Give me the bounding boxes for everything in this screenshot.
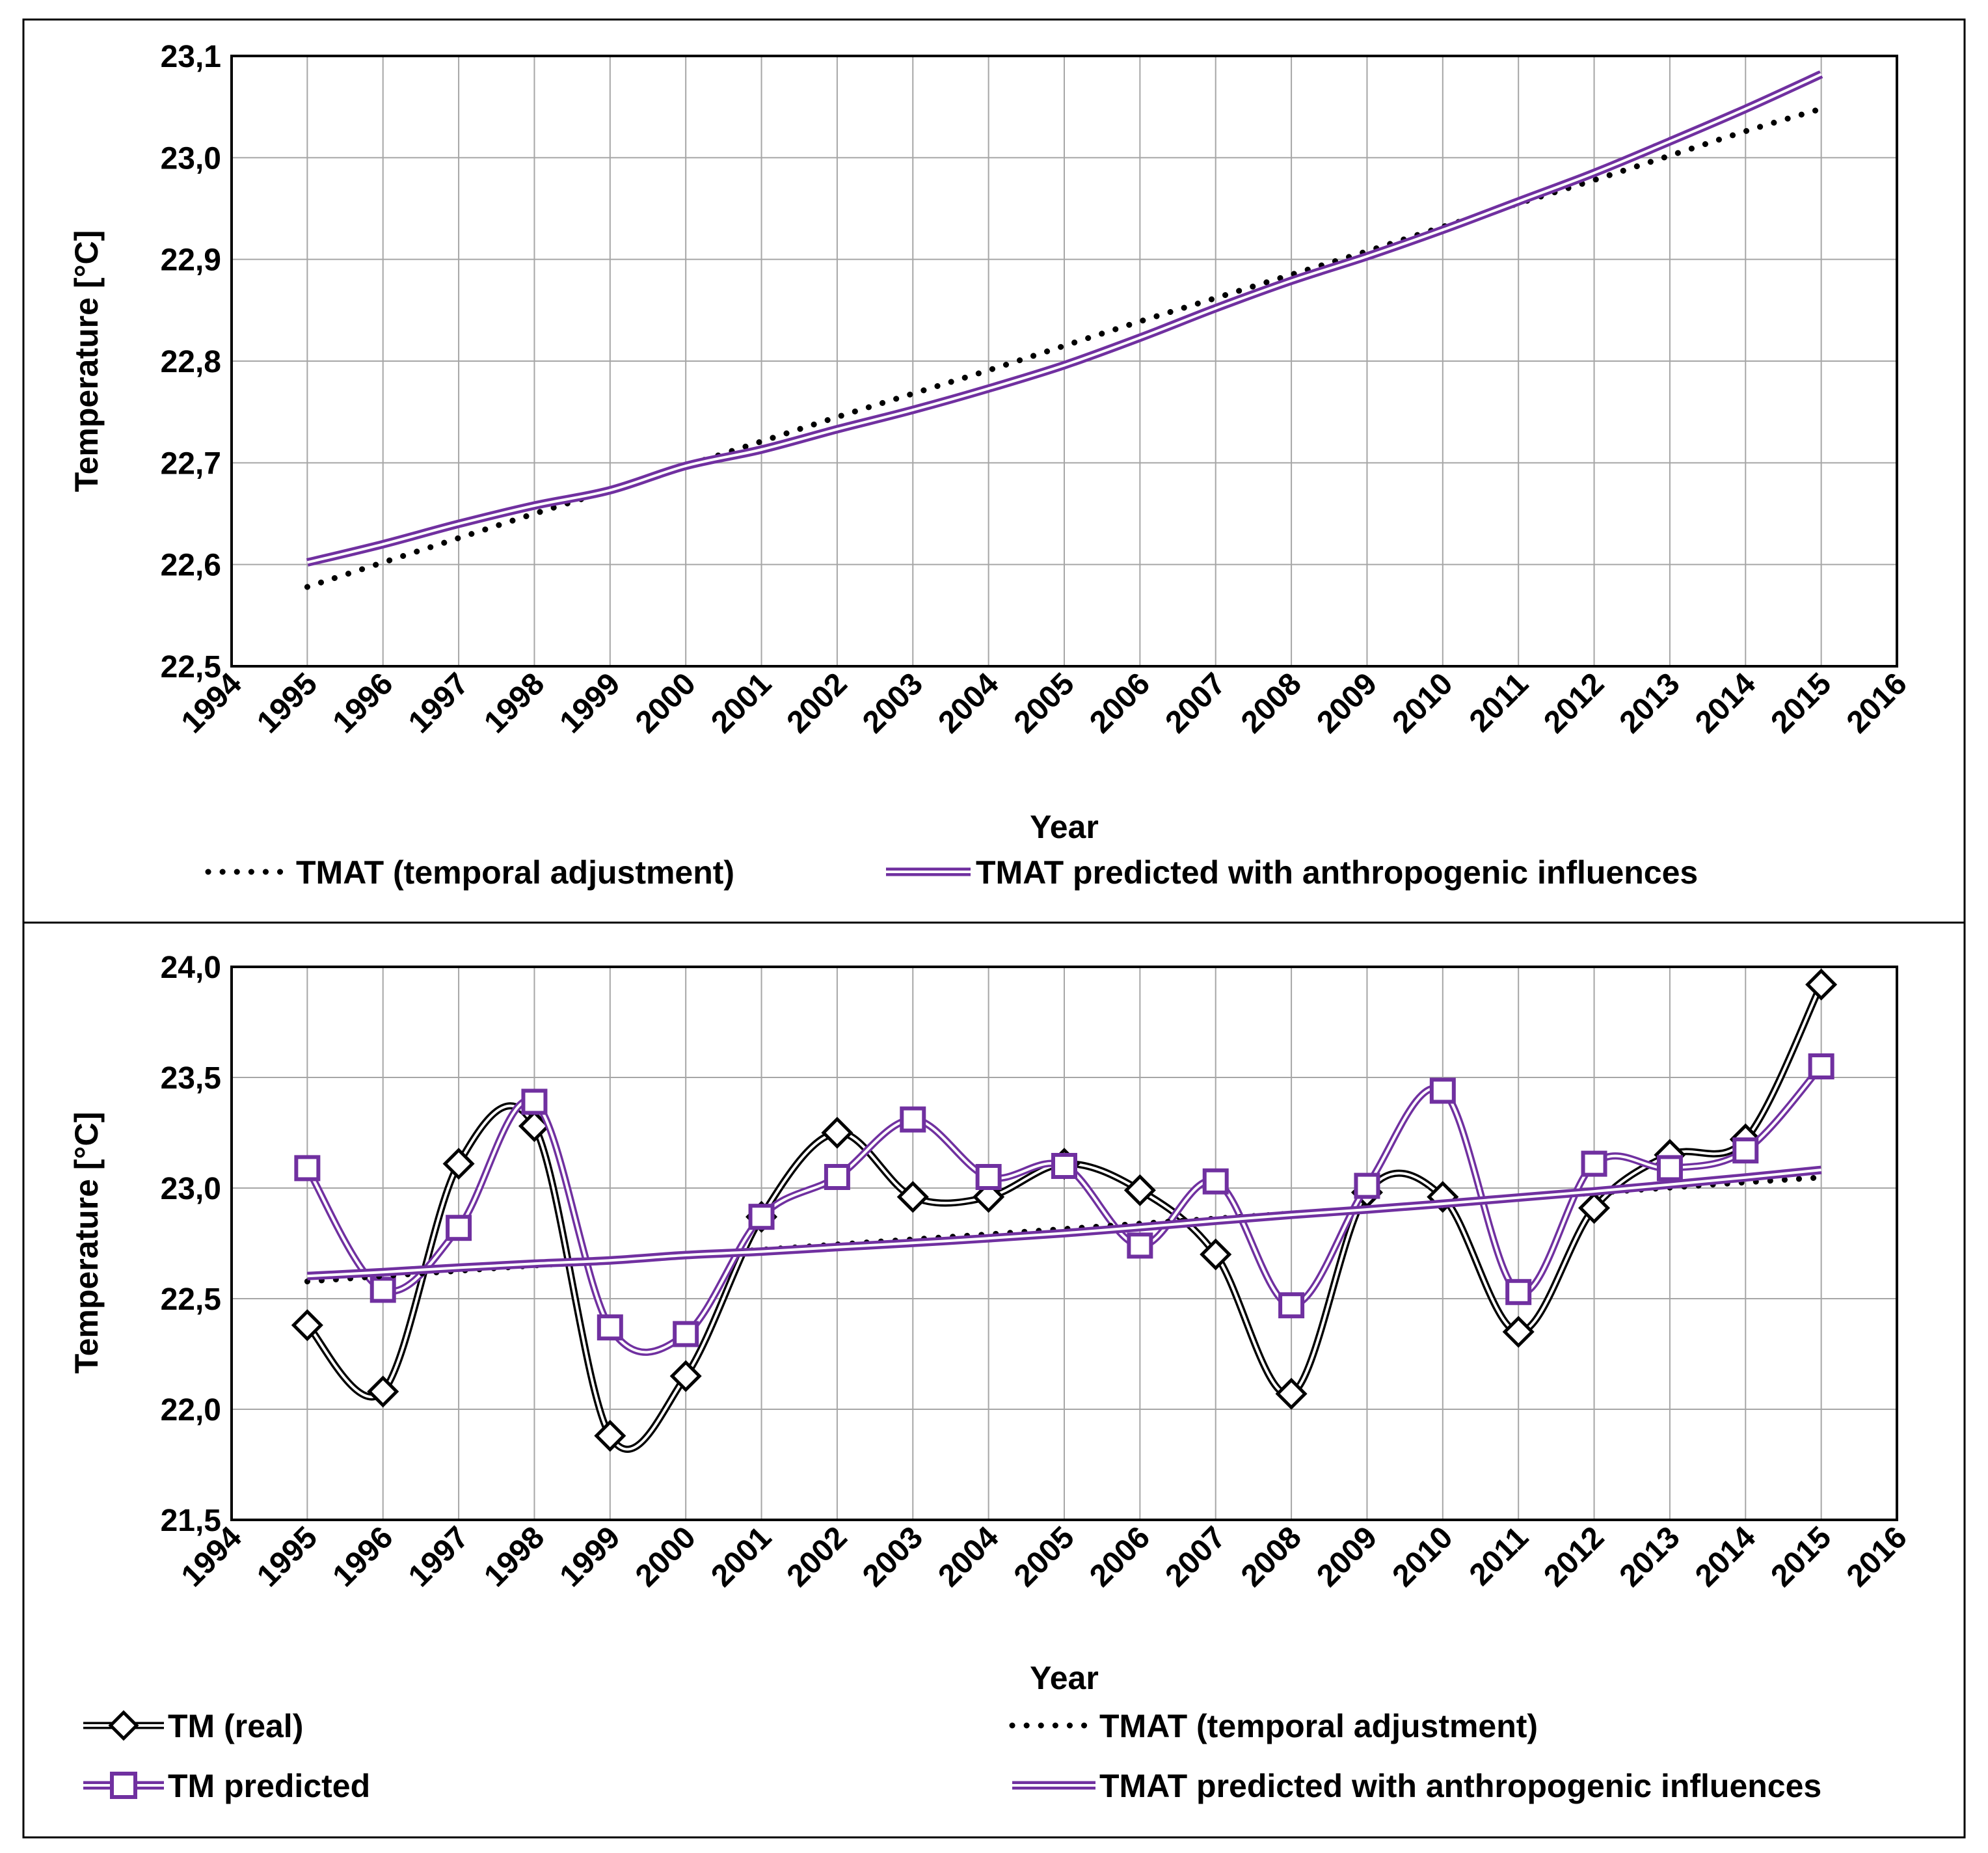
bottom-legend-label-tmat-predicted: TMAT predicted with anthropogenic influe… <box>1099 1768 1821 1804</box>
top-chart: 22,522,622,722,822,923,023,1 1994 1995 199… <box>68 40 1914 891</box>
square-marker <box>1581 1150 1607 1177</box>
y-tick-label: 22,0 <box>161 1393 221 1427</box>
square-marker <box>673 1321 699 1347</box>
diamond-marker <box>1123 1174 1156 1206</box>
series-tm-real <box>291 968 1838 1453</box>
bottom-legend-item-tmat-predicted: TMAT predicted with anthropogenic influe… <box>1012 1768 1821 1804</box>
series-line-inner <box>307 1169 1821 1278</box>
square-marker <box>369 1277 396 1303</box>
outer-frame <box>22 18 1966 1839</box>
bottom-legend-item-tmat: TMAT (temporal adjustment) <box>1009 1708 1538 1744</box>
y-tick-label: 22,5 <box>161 1282 221 1317</box>
y-tick-label: 22,7 <box>161 446 221 481</box>
diamond-marker <box>291 1309 323 1342</box>
y-tick-label: 22,8 <box>161 345 221 379</box>
square-marker <box>521 1089 548 1115</box>
top-plot-frame <box>230 55 1898 668</box>
square-marker <box>900 1106 926 1133</box>
diamond-marker <box>442 1148 475 1180</box>
bottom-x-axis-title: Year <box>1030 1660 1099 1696</box>
square-marker <box>1051 1153 1077 1179</box>
bottom-legend-item-tm-real: TM (real) <box>83 1708 303 1744</box>
top-series <box>304 70 1825 590</box>
diamond-marker-icon <box>108 1710 139 1741</box>
top-legend: TMAT (temporal adjustment) TMAT predicte… <box>205 854 1698 891</box>
y-tick-label: 23,5 <box>161 1061 221 1096</box>
y-tick-label: 22,5 <box>161 650 221 684</box>
bottom-legend-label-tm-predicted: TM predicted <box>168 1768 370 1804</box>
top-y-tick-labels: 22,5 22,6 22,7 22,8 22,9 23,0 23,1 <box>161 40 221 684</box>
y-tick-label: 21,5 <box>161 1504 221 1538</box>
diamond-marker <box>1200 1238 1232 1271</box>
square-marker <box>597 1314 623 1341</box>
square-marker <box>1127 1232 1153 1259</box>
square-marker <box>975 1164 1002 1190</box>
top-x-axis-title: Year <box>1030 809 1099 845</box>
top-legend-item-tmat-predicted: TMAT predicted with anthropogenic influe… <box>886 854 1698 891</box>
diamond-marker <box>896 1181 929 1213</box>
y-tick-label: 23,1 <box>161 40 221 74</box>
square-marker <box>1505 1278 1532 1305</box>
top-legend-label-tmat-predicted: TMAT predicted with anthropogenic influe… <box>976 854 1698 891</box>
diamond-marker <box>973 1181 1005 1213</box>
diamond-marker <box>821 1116 853 1149</box>
y-tick-label: 22,6 <box>161 548 221 583</box>
square-marker <box>1278 1292 1305 1319</box>
bottom-series <box>291 968 1838 1453</box>
bottom-legend-label-tmat: TMAT (temporal adjustment) <box>1099 1708 1538 1744</box>
y-tick-label: 23,0 <box>161 141 221 176</box>
series-tm-predicted <box>294 1053 1834 1356</box>
square-marker <box>1656 1155 1683 1182</box>
series-line-inner <box>306 73 1822 564</box>
series-tmat-predicted-with-anthropogenic-influences <box>306 70 1823 567</box>
diamond-marker <box>1578 1192 1611 1224</box>
bottom-legend-label-tm-real: TM (real) <box>168 1708 303 1744</box>
square-marker <box>1732 1137 1759 1164</box>
square-marker <box>446 1215 472 1241</box>
series-line <box>304 105 1825 590</box>
square-marker <box>824 1164 850 1190</box>
series-tmat-temporal-adjustment <box>304 105 1825 590</box>
square-marker <box>748 1204 775 1230</box>
y-tick-label: 22,9 <box>161 243 221 278</box>
diamond-marker <box>669 1360 702 1392</box>
y-tick-label: 23,0 <box>161 1172 221 1206</box>
square-marker <box>294 1155 321 1182</box>
diamond-marker <box>1275 1377 1308 1410</box>
bottom-chart: 21,522,022,523,023,524,0 1994 1995 1996 199… <box>68 951 1914 1804</box>
square-marker <box>1429 1077 1456 1104</box>
diamond-marker <box>367 1375 399 1408</box>
diamond-marker <box>1502 1316 1535 1348</box>
series-tmat-predicted-with-anthropogenic-influences <box>307 1165 1822 1280</box>
square-marker-icon <box>110 1772 137 1799</box>
y-tick-label: 24,0 <box>161 951 221 985</box>
top-y-axis-title: Temperature [°C] <box>68 230 105 492</box>
diamond-marker <box>594 1420 626 1452</box>
top-legend-item-tmat: TMAT (temporal adjustment) <box>205 854 734 891</box>
bottom-plot-frame <box>230 966 1898 1521</box>
bottom-legend: TM (real) TMAT (temporal adjustment) TM … <box>83 1708 1821 1804</box>
bottom-y-tick-labels: 21,5 22,0 22,5 23,0 23,5 24,0 <box>161 951 221 1538</box>
square-marker <box>1354 1172 1380 1199</box>
bottom-y-axis-title: Temperature [°C] <box>68 1112 105 1373</box>
square-marker <box>1202 1168 1229 1195</box>
top-legend-label-tmat: TMAT (temporal adjustment) <box>296 854 734 891</box>
diamond-marker <box>1805 968 1838 1001</box>
bottom-legend-item-tm-predicted: TM predicted <box>83 1768 370 1804</box>
square-marker <box>1808 1053 1834 1079</box>
